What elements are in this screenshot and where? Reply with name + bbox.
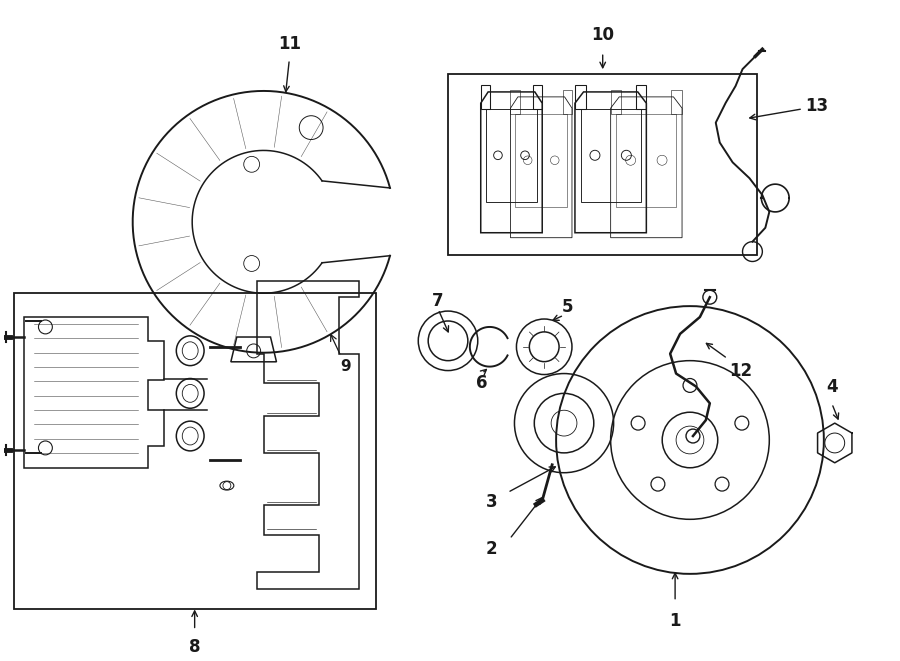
- Bar: [448, 74, 758, 254]
- Text: 13: 13: [805, 97, 828, 115]
- Text: 9: 9: [330, 334, 351, 374]
- Text: 2: 2: [486, 540, 498, 558]
- Text: 3: 3: [486, 494, 498, 512]
- Text: 1: 1: [670, 611, 681, 629]
- Text: 8: 8: [189, 639, 201, 656]
- Text: 11: 11: [278, 35, 301, 54]
- Text: 7: 7: [432, 292, 444, 310]
- Text: 6: 6: [476, 375, 488, 393]
- Text: 5: 5: [562, 298, 572, 316]
- Text: 12: 12: [730, 362, 752, 379]
- Text: 10: 10: [591, 26, 614, 44]
- Text: 4: 4: [826, 378, 838, 397]
- Bar: [14, 293, 375, 609]
